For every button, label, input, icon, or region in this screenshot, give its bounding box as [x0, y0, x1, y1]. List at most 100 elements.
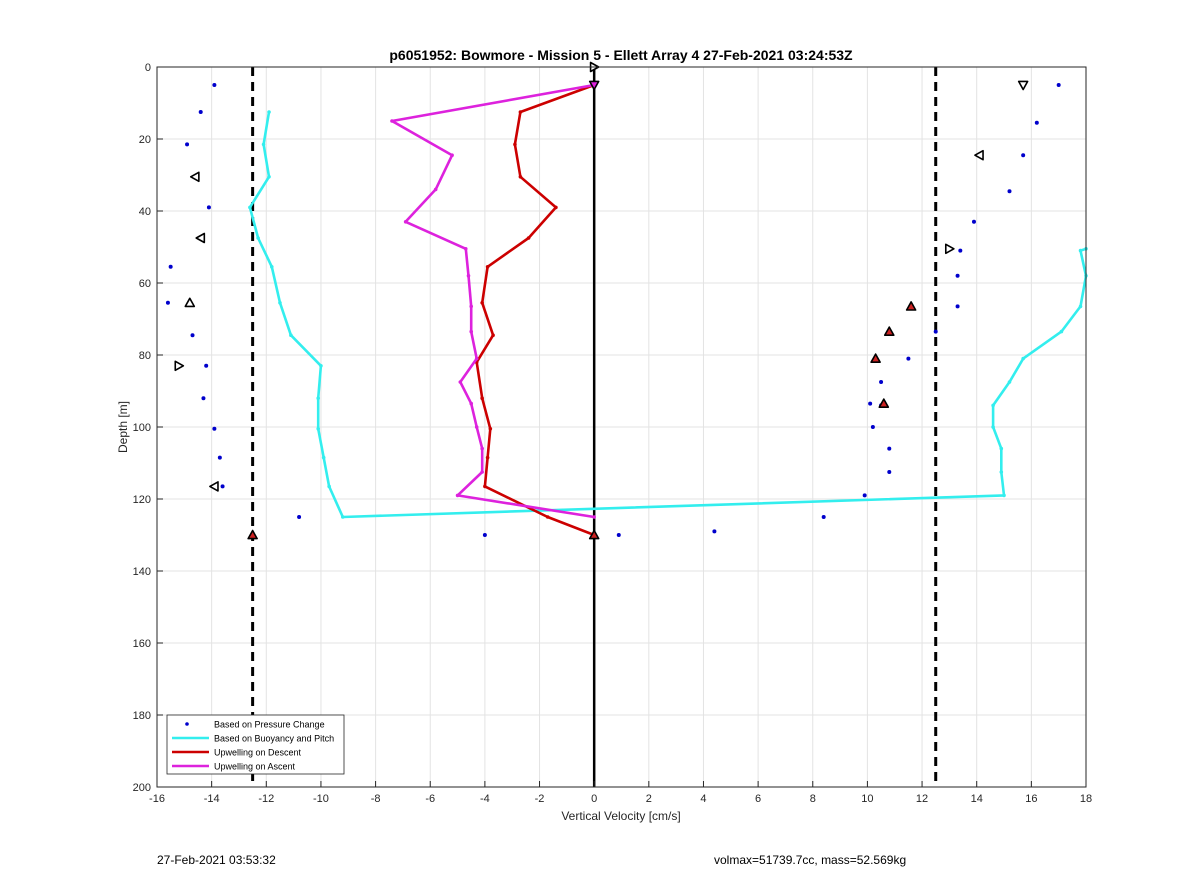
pressure-point: [1056, 83, 1061, 87]
series-point: [469, 304, 474, 309]
x-axis-label: Vertical Velocity [cm/s]: [561, 809, 680, 823]
event-marker: [944, 243, 955, 255]
series-point: [455, 493, 460, 498]
pressure-point: [204, 363, 209, 368]
series-point: [469, 329, 474, 334]
pressure-point: [821, 515, 826, 519]
pressure-point: [958, 248, 963, 253]
series-point: [316, 396, 321, 401]
pressure-point: [206, 205, 211, 210]
event-marker: [174, 360, 185, 372]
series-point: [518, 110, 523, 114]
series-point: [545, 515, 550, 519]
series-point: [1002, 493, 1006, 498]
x-tick-label: -8: [371, 793, 381, 805]
pressure-point: [887, 446, 892, 451]
legend-label: Upwelling on Ascent: [214, 762, 296, 772]
event-marker: [189, 171, 200, 183]
series-point: [991, 403, 995, 408]
pressure-point: [185, 142, 190, 147]
pressure-point: [712, 529, 717, 534]
series-point: [463, 247, 468, 251]
series-point: [403, 220, 408, 224]
event-marker: [974, 149, 984, 161]
series-point: [474, 356, 479, 361]
pressure-point: [933, 329, 938, 334]
series-point: [327, 484, 331, 489]
x-tick-label: -4: [480, 793, 490, 805]
y-axis-label: Depth [m]: [116, 401, 130, 453]
pressure-point: [971, 219, 976, 224]
event-marker: [588, 80, 600, 91]
y-tick-label: 60: [139, 278, 151, 290]
x-tick-label: -14: [204, 793, 220, 805]
x-tick-label: -6: [425, 793, 435, 805]
x-tick-label: 16: [1025, 793, 1037, 805]
pressure-point: [198, 110, 203, 114]
legend-label: Based on Pressure Change: [214, 720, 325, 730]
pressure-point: [201, 396, 206, 401]
series-point: [1007, 380, 1012, 384]
footer-timestamp: 27-Feb-2021 03:53:32: [157, 853, 276, 867]
chart-title: p6051952: Bowmore - Mission 5 - Ellett A…: [389, 47, 853, 63]
legend: Based on Pressure Change Based on Buoyanc…: [166, 714, 345, 775]
event-marker: [184, 297, 196, 308]
x-tick-label: 12: [916, 793, 928, 805]
series-point: [267, 175, 271, 179]
series-point: [267, 110, 271, 114]
footer-vehicle-info: volmax=51739.7cc, mass=52.569kg: [714, 853, 907, 867]
pressure-point: [1007, 189, 1012, 194]
pressure-point: [168, 264, 173, 269]
y-tick-label: 200: [133, 782, 151, 794]
y-tick-label: 140: [133, 566, 151, 578]
pressure-point: [217, 455, 222, 460]
y-tick-label: 120: [133, 494, 151, 506]
series-point: [480, 470, 484, 474]
pressure-point: [955, 304, 960, 309]
series-point: [1021, 356, 1025, 361]
pressure-point: [212, 83, 217, 87]
series-point: [474, 425, 479, 429]
y-tick-label: 20: [139, 134, 151, 146]
reference-lines: [251, 67, 938, 787]
y-tick-label: 160: [133, 638, 151, 650]
series-point: [485, 455, 490, 460]
x-tick-label: 4: [700, 793, 706, 805]
pressure-point: [955, 273, 960, 278]
series-point: [278, 301, 282, 305]
y-tick-label: 100: [133, 422, 151, 434]
series-point: [592, 515, 596, 519]
legend-box: [166, 714, 345, 775]
pressure-point: [887, 470, 892, 474]
series-point: [485, 265, 490, 269]
pressure-point: [906, 356, 911, 361]
series-point: [469, 401, 474, 406]
series-point: [1059, 329, 1064, 334]
x-tick-label: 8: [810, 793, 816, 805]
legend-label: Based on Buoyancy and Pitch: [214, 734, 334, 744]
event-marker: [195, 232, 206, 244]
series-point: [341, 515, 345, 519]
pressure-point: [297, 515, 302, 519]
series-point: [316, 427, 321, 431]
series-point: [483, 484, 487, 489]
series-point: [518, 175, 523, 179]
pressure-point: [1034, 120, 1039, 125]
event-marker: [247, 529, 258, 540]
series-point: [513, 142, 517, 147]
event-marker: [588, 529, 600, 540]
series-point: [458, 380, 463, 384]
axis-ticks: -16 -14 -12 -10 -8 -6 -4 -2 0 2 4 6 8 10 12 14 16 1802040…: [133, 62, 1092, 805]
pressure-point: [868, 401, 873, 406]
pressure-point: [190, 333, 195, 338]
x-tick-label: 18: [1080, 793, 1092, 805]
series-line: [248, 111, 1088, 519]
event-marker: [878, 398, 890, 408]
series-point: [256, 236, 260, 240]
pressure-point: [482, 533, 487, 537]
y-tick-label: 80: [139, 350, 151, 362]
y-tick-label: 180: [133, 710, 151, 722]
series-point: [1078, 248, 1083, 253]
event-marker: [209, 481, 219, 492]
